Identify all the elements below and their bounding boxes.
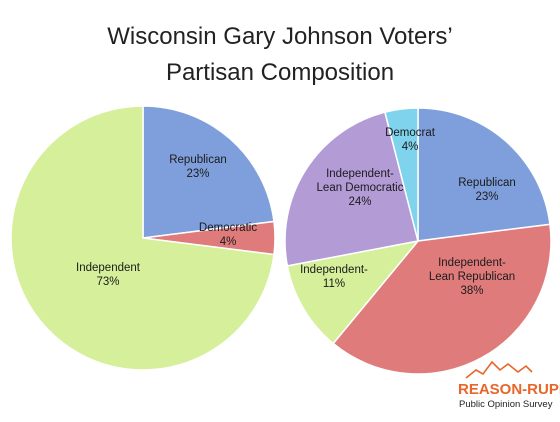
reason-rupe-logo: REASON-RUPE Public Opinion Survey	[458, 360, 560, 410]
slice-label-2-3: Independent-11%	[300, 264, 368, 290]
pie-slice-1-3	[10, 105, 275, 371]
pie-slice-2-1	[417, 107, 551, 242]
logo-mountain-line	[465, 360, 533, 379]
slice-label-1-2: Democratic 4%	[199, 222, 257, 248]
pie-slice-1-1	[142, 105, 275, 239]
pie-slice-2-3	[286, 239, 420, 345]
pie-slice-2-5	[384, 107, 419, 242]
chart-title-line-1: Wisconsin Gary Johnson Voters’	[107, 23, 452, 50]
pie-slice-2-2	[332, 223, 552, 375]
logo-subtitle: Public Opinion Survey	[459, 399, 553, 410]
pie-chart-party: Republican 23% Democratic 4% Independent 73%	[10, 105, 276, 371]
slice-label-2-2: Independent-Lean Republican 38%	[429, 257, 515, 297]
logo-name: REASON-RUPE	[458, 381, 560, 398]
chart-title-line-2: Partisan Composition	[166, 59, 394, 86]
slice-label-1-1: Republican 23%	[169, 154, 227, 180]
pie-chart-party-lean: Republican 23% Independent-Lean Republican…	[284, 107, 552, 375]
slice-label-1-3: Independent 73%	[76, 262, 141, 288]
slice-label-2-5: Democrat 4%	[385, 127, 436, 153]
slice-label-2-4: Independent-Lean Democratic 24%	[317, 168, 404, 208]
slice-label-2-1: Republican 23%	[458, 177, 516, 203]
pie-slice-2-4	[284, 111, 419, 267]
